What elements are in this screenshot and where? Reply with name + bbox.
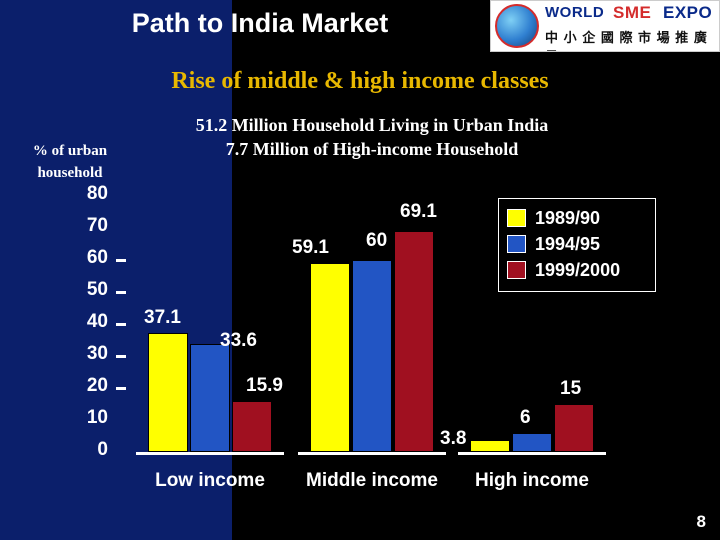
chart-bar — [512, 432, 552, 452]
legend-swatch — [507, 261, 526, 279]
y-axis-title: % of urban household — [32, 143, 108, 181]
y-axis-tick-label: 20 — [86, 375, 108, 396]
chart-bar — [232, 401, 272, 452]
globe-icon — [495, 4, 539, 48]
stat-line-2: 7.7 Million of High-income Household — [225, 139, 519, 159]
legend-label: 1994/95 — [535, 233, 601, 254]
category-baseline — [298, 452, 446, 455]
category-baseline — [458, 452, 606, 455]
y-axis-tick-label: 70 — [86, 215, 108, 236]
logo-expo-text: EXPO — [663, 3, 713, 22]
page-number: 8 — [696, 512, 706, 531]
y-axis-tick-label: 0 — [97, 439, 108, 460]
category-label: Low income — [155, 470, 265, 491]
chart-bar — [554, 404, 594, 452]
y-axis-tick-label: 40 — [86, 311, 108, 332]
chart-legend: 1989/90 1994/95 1999/2000 — [498, 198, 656, 292]
y-axis-tick-label: 60 — [86, 247, 108, 268]
legend-label: 1989/90 — [535, 207, 601, 228]
y-axis-tick-mark — [116, 323, 126, 326]
chart-bar — [190, 344, 230, 452]
chart-bar — [470, 439, 510, 452]
y-axis-tick-mark — [116, 259, 126, 262]
bar-value-label: 37.1 — [144, 307, 181, 329]
y-axis-tick-mark — [116, 355, 126, 358]
y-axis-tick-label: 30 — [86, 343, 108, 364]
y-axis-tick-mark — [116, 387, 126, 390]
bar-value-label: 15 — [560, 378, 582, 399]
bar-value-label: 33.6 — [220, 330, 257, 352]
chart-bar — [394, 230, 434, 452]
category-label: Middle income — [306, 470, 438, 491]
bar-value-label: 60 — [366, 230, 388, 251]
world-sme-expo-logo: WORLD SME EXPO 中 小 企 國 際 市 場 推 廣 日 — [490, 0, 720, 52]
chart-bar — [352, 260, 392, 452]
logo-world-text: WORLD — [545, 4, 605, 21]
category-label: High income — [474, 470, 589, 491]
y-axis-tick-label: 80 — [86, 183, 108, 204]
bar-value-label: 59.1 — [292, 236, 329, 258]
bar-value-label: 69.1 — [400, 200, 437, 222]
stat-line-1: 51.2 Million Household Living in Urban I… — [195, 115, 549, 135]
chart-bar — [310, 262, 350, 452]
logo-chinese-text: 中 小 企 國 際 市 場 推 廣 日 — [545, 30, 708, 51]
category-baseline — [136, 452, 284, 455]
y-axis-tick-label: 10 — [86, 407, 108, 428]
chart-subtitle: Rise of middle & high income classes — [171, 68, 549, 94]
bar-value-label: 6 — [520, 406, 531, 428]
legend-item: 1999/2000 — [507, 257, 647, 283]
legend-swatch — [507, 235, 526, 253]
bar-value-label: 15.9 — [246, 375, 283, 397]
legend-swatch — [507, 209, 526, 227]
chart-bar — [148, 333, 188, 452]
y-axis-tick-mark — [116, 291, 126, 294]
page-title: Path to India Market — [131, 8, 389, 38]
legend-label: 1999/2000 — [535, 259, 621, 280]
y-axis-tick-label: 50 — [86, 279, 108, 300]
bar-value-label: 3.8 — [440, 427, 467, 449]
legend-item: 1989/90 — [507, 205, 647, 231]
legend-item: 1994/95 — [507, 231, 647, 257]
logo-sme-text: SME — [613, 3, 652, 22]
